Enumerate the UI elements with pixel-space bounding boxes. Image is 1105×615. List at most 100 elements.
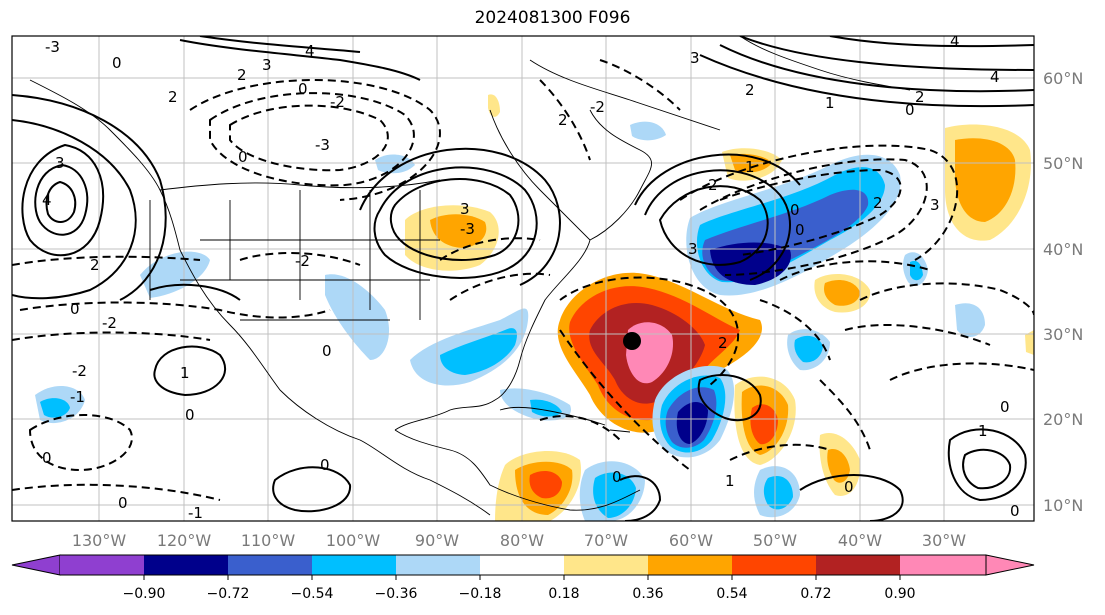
svg-text:2: 2 (745, 81, 755, 99)
svg-text:2: 2 (915, 88, 925, 106)
svg-text:-3: -3 (315, 136, 330, 154)
svg-text:3: 3 (930, 196, 940, 214)
longitude-labels: 130°W 120°W 110°W 100°W 90°W 80°W 70°W 6… (72, 531, 966, 550)
svg-text:0: 0 (238, 148, 248, 166)
lon-label: 40°W (838, 531, 882, 550)
colorbar-tick-label: 0.54 (716, 586, 747, 602)
colorbar-tick-label: −0.72 (207, 586, 250, 602)
svg-text:0: 0 (844, 478, 854, 496)
svg-text:1: 1 (180, 364, 190, 382)
colorbar-tick-label: −0.54 (291, 586, 334, 602)
svg-text:1: 1 (745, 158, 755, 176)
colorbar-swatch (900, 555, 986, 575)
svg-text:0: 0 (185, 406, 195, 424)
lon-label: 50°W (753, 531, 797, 550)
svg-text:0: 0 (42, 449, 52, 467)
svg-text:4: 4 (305, 42, 315, 60)
colorbar-swatch (396, 555, 480, 575)
lon-label: 130°W (72, 531, 127, 550)
lat-label: 30°N (1043, 325, 1083, 344)
map-frame (11, 35, 1035, 522)
colorbar-swatch (564, 555, 648, 575)
svg-text:2: 2 (90, 256, 100, 274)
lon-label: 100°W (326, 531, 381, 550)
colorbar-swatch (312, 555, 396, 575)
colorbar-min-extend (11, 554, 61, 576)
map-panel: -3 0 3 4 2 0 -2 2 0 -3 3 4 2 -2 0 -2 0 1… (11, 32, 1035, 522)
colorbar-tick-label: −0.90 (123, 586, 166, 602)
lon-label: 80°W (500, 531, 544, 550)
colorbar-tick-label: −0.18 (459, 586, 502, 602)
solid-contours (12, 36, 1034, 521)
shading-layer (35, 94, 1034, 521)
dashed-contours (12, 59, 1034, 501)
lat-label: 10°N (1043, 496, 1083, 515)
colorbar-swatch (480, 555, 564, 575)
colorbar-swatch (732, 555, 816, 575)
colorbar-swatch (144, 555, 228, 575)
svg-text:0: 0 (905, 101, 915, 119)
latitude-labels: 60°N 50°N 40°N 30°N 20°N 10°N (1043, 69, 1083, 515)
svg-text:2: 2 (168, 88, 178, 106)
svg-text:3: 3 (55, 154, 65, 172)
svg-text:-2: -2 (72, 362, 87, 380)
svg-text:0: 0 (612, 468, 622, 486)
svg-text:2: 2 (718, 334, 728, 352)
lat-label: 60°N (1043, 69, 1083, 88)
svg-text:1: 1 (978, 422, 988, 440)
lon-label: 120°W (157, 531, 212, 550)
colorbar-tick-label: 0.72 (800, 586, 831, 602)
svg-text:0: 0 (298, 80, 308, 98)
svg-text:0: 0 (112, 54, 122, 72)
svg-text:0: 0 (795, 221, 805, 239)
svg-text:-2: -2 (590, 98, 605, 116)
svg-text:4: 4 (42, 191, 52, 209)
svg-text:-2: -2 (102, 314, 117, 332)
svg-text:0: 0 (790, 201, 800, 219)
svg-text:3: 3 (690, 49, 700, 67)
svg-text:3: 3 (688, 240, 698, 258)
svg-text:1: 1 (825, 94, 835, 112)
lat-label: 20°N (1043, 410, 1083, 429)
colorbar-swatch (816, 555, 900, 575)
lon-label: 90°W (415, 531, 459, 550)
colorbar-tick-label: 0.36 (632, 586, 663, 602)
lon-label: 70°W (584, 531, 628, 550)
svg-text:-2: -2 (330, 93, 345, 111)
svg-text:-3: -3 (460, 220, 475, 238)
colorbar-tick-label: 0.90 (884, 586, 915, 602)
svg-text:4: 4 (990, 68, 1000, 86)
colorbar-swatch (648, 555, 732, 575)
svg-text:4: 4 (950, 32, 960, 50)
svg-text:-1: -1 (70, 388, 85, 406)
svg-text:1: 1 (725, 472, 735, 490)
lon-label: 110°W (241, 531, 296, 550)
colorbar-tick-label: −0.36 (375, 586, 418, 602)
svg-text:0: 0 (1010, 502, 1020, 520)
svg-text:2: 2 (708, 176, 718, 194)
svg-text:3: 3 (262, 56, 272, 74)
svg-text:2: 2 (237, 66, 247, 84)
lat-label: 40°N (1043, 240, 1083, 259)
svg-text:0: 0 (1000, 398, 1010, 416)
colorbar-swatch (228, 555, 312, 575)
colorbar: −0.90 −0.72 −0.54 −0.36 −0.18 0.18 0.36 … (11, 554, 1035, 602)
storm-center-dot (623, 332, 641, 350)
lat-label: 50°N (1043, 154, 1083, 173)
svg-text:-2: -2 (295, 252, 310, 270)
colorbar-tick-label: 0.18 (548, 586, 579, 602)
svg-text:0: 0 (320, 456, 330, 474)
contour-labels: -3 0 3 4 2 0 -2 2 0 -3 3 4 2 -2 0 -2 0 1… (42, 32, 1020, 521)
svg-text:2: 2 (873, 194, 883, 212)
svg-text:2: 2 (558, 111, 568, 129)
lon-label: 30°W (922, 531, 966, 550)
map-title: 2024081300 F096 (474, 8, 631, 28)
colorbar-swatch (60, 555, 144, 575)
svg-text:0: 0 (118, 494, 128, 512)
svg-text:0: 0 (70, 300, 80, 318)
svg-text:-3: -3 (45, 38, 60, 56)
svg-text:3: 3 (460, 200, 470, 218)
colorbar-max-extend (985, 554, 1035, 576)
svg-text:0: 0 (322, 342, 332, 360)
